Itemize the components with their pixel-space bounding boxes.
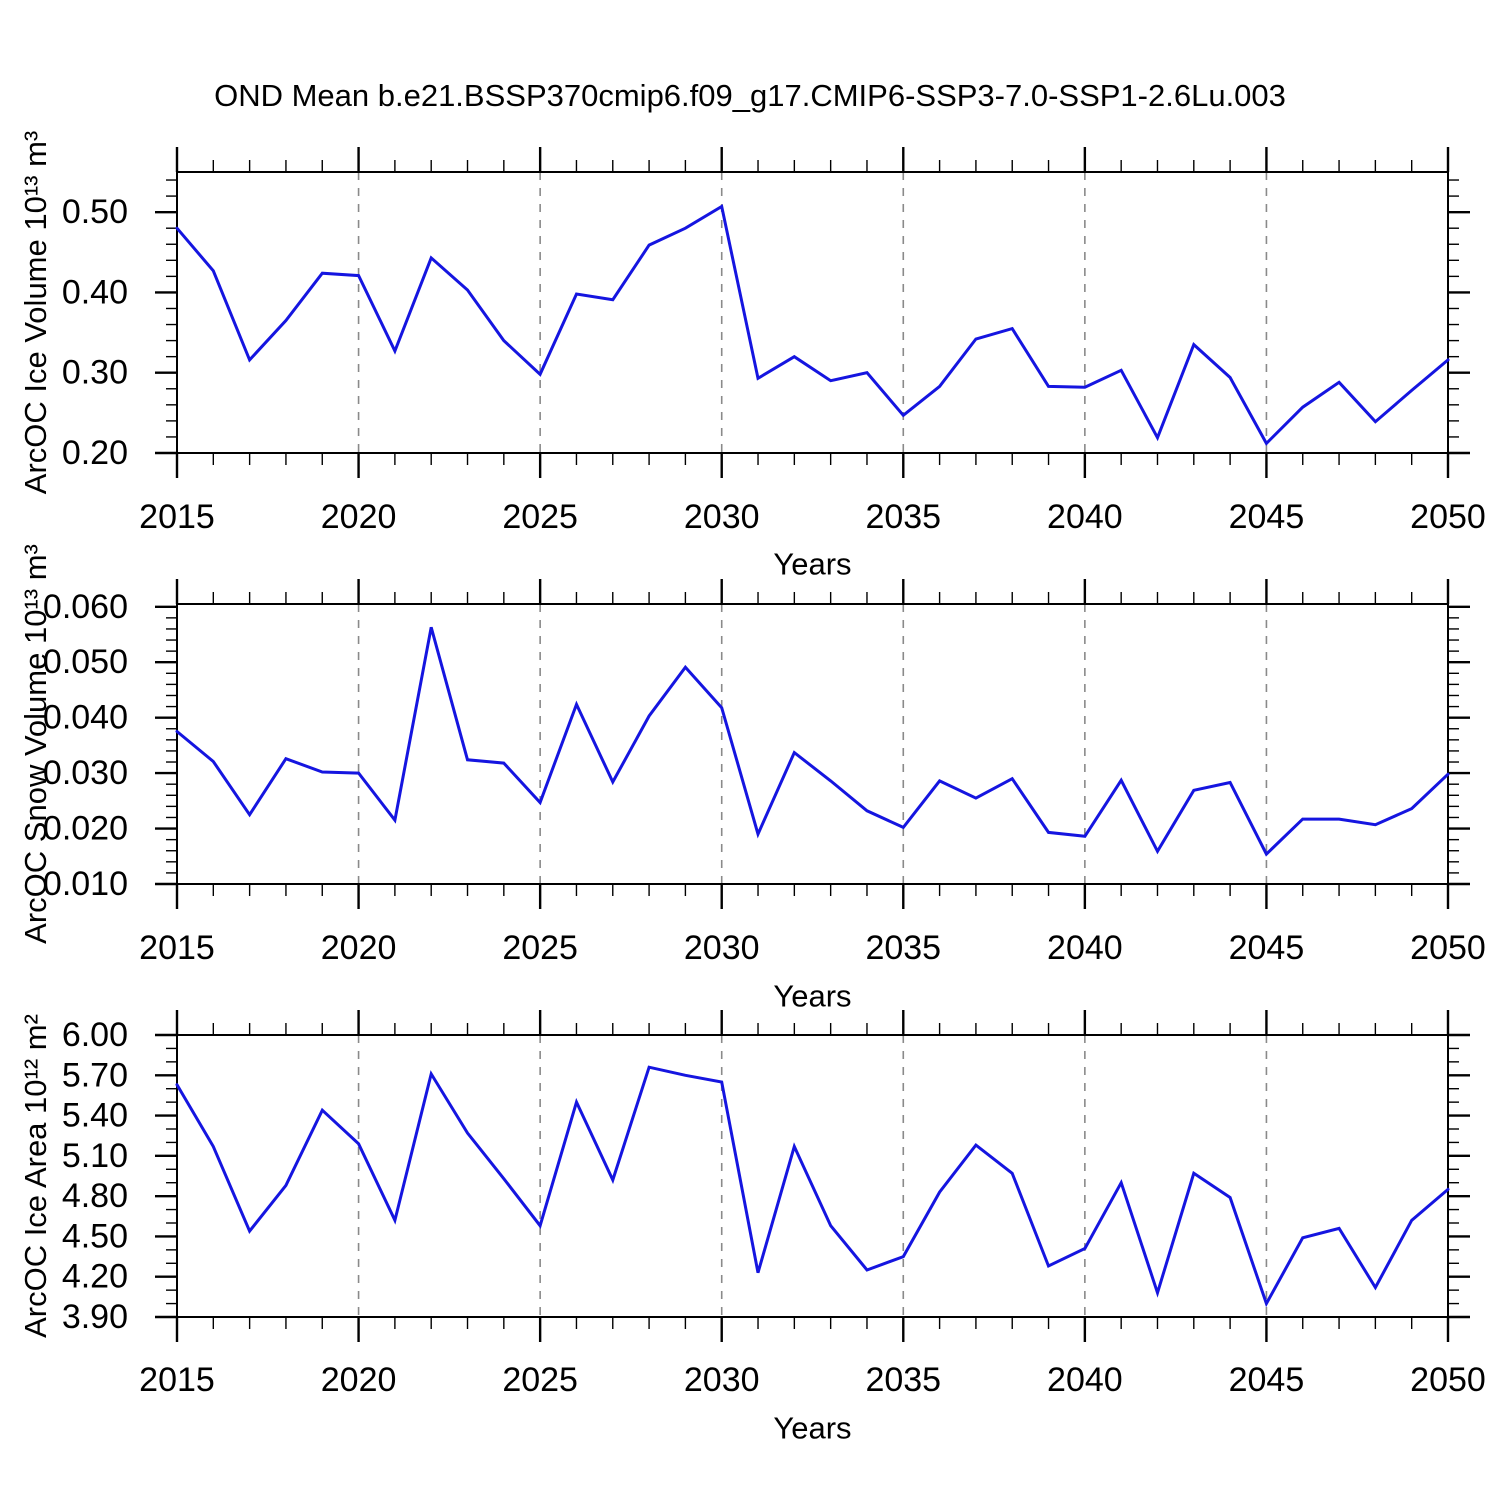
y-tick-label: 0.40 — [62, 273, 128, 311]
y-tick-label: 6.00 — [62, 1016, 128, 1054]
x-tick-label: 2030 — [684, 1361, 760, 1399]
y-tick-label: 0.020 — [43, 810, 128, 848]
x-tick-label: 2020 — [321, 498, 397, 536]
y-tick-label: 0.060 — [43, 588, 128, 626]
panel-ice-volume: 0.20 0.30 0.40 0.50 2015 2020 2025 2030 2035 2040… — [18, 131, 1486, 582]
data-line — [175, 204, 1450, 446]
x-tick-label: 2050 — [1410, 498, 1486, 536]
x-tick-label: 2050 — [1410, 1361, 1486, 1399]
y-tick-label: 0.50 — [62, 193, 128, 231]
x-tick-label: 2020 — [321, 1361, 397, 1399]
x-tick-label: 2015 — [139, 929, 215, 967]
y-tick-label: 0.030 — [43, 754, 128, 792]
x-tick-label: 2050 — [1410, 929, 1486, 967]
x-tick-label: 2045 — [1229, 929, 1305, 967]
x-axis-title: Years — [773, 1411, 851, 1446]
x-tick-label: 2045 — [1229, 1361, 1305, 1399]
x-tick-label: 2025 — [502, 929, 578, 967]
y-tick-label: 0.040 — [43, 699, 128, 737]
x-tick-label: 2045 — [1229, 498, 1305, 536]
y-axis-title: ArcOC Ice Area 10¹² m² — [18, 1014, 53, 1338]
x-tick-label: 2015 — [139, 498, 215, 536]
x-tick-label: 2025 — [502, 1361, 578, 1399]
y-tick-label: 5.70 — [62, 1056, 128, 1094]
panel-snow-volume: 0.010 0.020 0.030 0.040 0.050 0.060 2015 2020 20… — [18, 544, 1486, 1013]
x-tick-label: 2040 — [1047, 1361, 1123, 1399]
x-tick-label: 2030 — [684, 929, 760, 967]
x-tick-label: 2035 — [865, 498, 941, 536]
x-axis-title: Years — [773, 979, 851, 1014]
x-tick-label: 2040 — [1047, 929, 1123, 967]
y-tick-label: 4.80 — [62, 1177, 128, 1215]
y-tick-label: 4.20 — [62, 1258, 128, 1296]
y-tick-label: 5.40 — [62, 1097, 128, 1135]
y-axis-title: ArcOC Ice Volume 10¹³ m³ — [18, 131, 53, 494]
y-tick-label: 3.90 — [62, 1298, 128, 1336]
panel-ice-area: 3.904.204.504.805.105.405.706.00 2015 2020… — [18, 1010, 1486, 1446]
x-tick-label: 2035 — [865, 1361, 941, 1399]
y-tick-label: 4.50 — [62, 1217, 128, 1255]
x-tick-label: 2035 — [865, 929, 941, 967]
x-tick-label: 2025 — [502, 498, 578, 536]
plot-border — [176, 1034, 1449, 1318]
y-tick-label: 0.20 — [62, 434, 128, 472]
data-line — [175, 1065, 1450, 1308]
y-tick-label: 0.050 — [43, 643, 128, 681]
data-line — [175, 626, 1450, 857]
x-tick-label: 2040 — [1047, 498, 1123, 536]
y-tick-label: 0.010 — [43, 865, 128, 903]
plot-border — [176, 171, 1449, 454]
y-tick-label: 5.10 — [62, 1137, 128, 1175]
x-tick-label: 2020 — [321, 929, 397, 967]
y-axis-title: ArcOC Snow Volume 10¹³ m³ — [18, 544, 53, 944]
x-axis-title: Years — [773, 547, 851, 582]
x-tick-label: 2015 — [139, 1361, 215, 1399]
y-tick-label: 0.30 — [62, 354, 128, 392]
chart-title: OND Mean b.e21.BSSP370cmip6.f09_g17.CMIP… — [214, 78, 1286, 113]
x-tick-label: 2030 — [684, 498, 760, 536]
plot-border — [176, 603, 1449, 885]
